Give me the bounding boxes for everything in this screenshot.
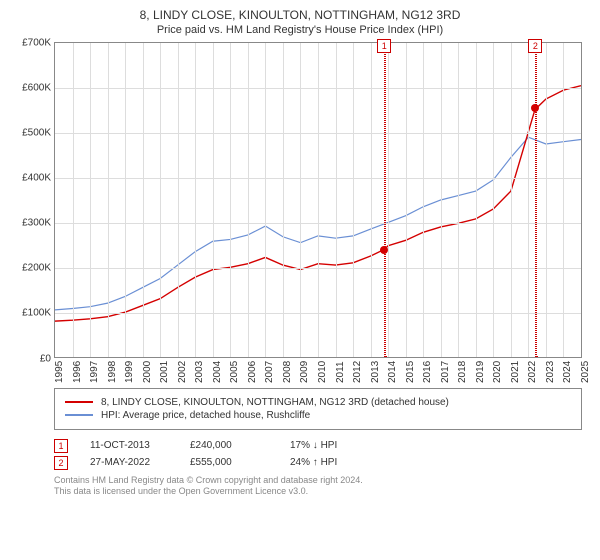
sales-delta: 17% ↓ HPI	[290, 440, 368, 451]
sales-date: 11-OCT-2013	[90, 440, 168, 451]
v-gridline	[143, 43, 144, 357]
v-gridline	[230, 43, 231, 357]
legend-swatch	[65, 414, 93, 416]
x-tick-label: 2010	[317, 360, 328, 382]
x-tick-label: 2023	[545, 360, 556, 382]
marker-label-box: 1	[377, 39, 391, 53]
v-gridline	[300, 43, 301, 357]
v-gridline	[73, 43, 74, 357]
x-tick-label: 2014	[387, 360, 398, 382]
marker-dot	[380, 246, 388, 254]
y-tick-label: £700K	[11, 37, 51, 48]
v-gridline	[511, 43, 512, 357]
sales-date: 27-MAY-2022	[90, 457, 168, 468]
v-gridline	[353, 43, 354, 357]
y-tick-label: £300K	[11, 218, 51, 229]
x-tick-label: 1997	[89, 360, 100, 382]
sales-table: 1 11-OCT-2013 £240,000 17% ↓ HPI 2 27-MAY-202…	[54, 436, 588, 473]
v-gridline	[423, 43, 424, 357]
footer: Contains HM Land Registry data © Crown c…	[54, 475, 588, 498]
x-tick-label: 2004	[212, 360, 223, 382]
y-tick-label: £600K	[11, 82, 51, 93]
y-tick-label: £500K	[11, 127, 51, 138]
x-tick-label: 2002	[177, 360, 188, 382]
legend-label: HPI: Average price, detached house, Rush…	[101, 410, 310, 421]
legend-label: 8, LINDY CLOSE, KINOULTON, NOTTINGHAM, N…	[101, 397, 449, 408]
v-gridline	[458, 43, 459, 357]
v-gridline	[178, 43, 179, 357]
x-tick-label: 1999	[124, 360, 135, 382]
x-tick-label: 2024	[562, 360, 573, 382]
chart-title: 8, LINDY CLOSE, KINOULTON, NOTTINGHAM, N…	[12, 8, 588, 24]
v-gridline	[160, 43, 161, 357]
x-tick-label: 2009	[299, 360, 310, 382]
legend: 8, LINDY CLOSE, KINOULTON, NOTTINGHAM, N…	[54, 388, 582, 430]
x-tick-label: 2019	[475, 360, 486, 382]
sales-row: 1 11-OCT-2013 £240,000 17% ↓ HPI	[54, 439, 588, 453]
x-tick-label: 1995	[54, 360, 65, 382]
v-gridline	[546, 43, 547, 357]
marker-refline	[384, 43, 386, 357]
x-tick-label: 2022	[527, 360, 538, 382]
v-gridline	[406, 43, 407, 357]
x-tick-label: 2003	[194, 360, 205, 382]
marker-label-box: 2	[528, 39, 542, 53]
chart-area: £0£100K£200K£300K£400K£500K£600K£700K12 …	[54, 42, 582, 382]
x-tick-label: 2001	[159, 360, 170, 382]
footer-line-2: This data is licensed under the Open Gov…	[54, 486, 588, 498]
v-gridline	[388, 43, 389, 357]
x-tick-label: 2025	[580, 360, 591, 382]
sales-delta: 24% ↑ HPI	[290, 457, 368, 468]
x-tick-label: 2011	[335, 361, 346, 383]
chart-subtitle: Price paid vs. HM Land Registry's House …	[12, 24, 588, 36]
v-gridline	[528, 43, 529, 357]
x-tick-label: 2008	[282, 360, 293, 382]
sales-price: £555,000	[190, 457, 268, 468]
x-tick-label: 2006	[247, 360, 258, 382]
legend-item: HPI: Average price, detached house, Rush…	[65, 410, 571, 421]
x-tick-label: 2016	[422, 360, 433, 382]
v-gridline	[195, 43, 196, 357]
footer-line-1: Contains HM Land Registry data © Crown c…	[54, 475, 588, 487]
y-tick-label: £400K	[11, 173, 51, 184]
v-gridline	[493, 43, 494, 357]
sales-marker-box: 2	[54, 456, 68, 470]
v-gridline	[371, 43, 372, 357]
v-gridline	[90, 43, 91, 357]
v-gridline	[336, 43, 337, 357]
x-tick-label: 1998	[107, 360, 118, 382]
x-tick-label: 2012	[352, 360, 363, 382]
v-gridline	[125, 43, 126, 357]
legend-item: 8, LINDY CLOSE, KINOULTON, NOTTINGHAM, N…	[65, 397, 571, 408]
v-gridline	[283, 43, 284, 357]
y-tick-label: £0	[11, 353, 51, 364]
x-tick-label: 2017	[440, 360, 451, 382]
x-tick-label: 2020	[492, 360, 503, 382]
v-gridline	[476, 43, 477, 357]
v-gridline	[213, 43, 214, 357]
x-tick-label: 2013	[370, 360, 381, 382]
v-gridline	[108, 43, 109, 357]
legend-swatch	[65, 401, 93, 403]
x-tick-label: 2000	[142, 360, 153, 382]
sales-marker-box: 1	[54, 439, 68, 453]
sales-row: 2 27-MAY-2022 £555,000 24% ↑ HPI	[54, 456, 588, 470]
v-gridline	[563, 43, 564, 357]
plot-frame: £0£100K£200K£300K£400K£500K£600K£700K12	[54, 42, 582, 358]
y-tick-label: £100K	[11, 308, 51, 319]
x-tick-label: 2015	[405, 360, 416, 382]
v-gridline	[248, 43, 249, 357]
v-gridline	[265, 43, 266, 357]
y-tick-label: £200K	[11, 263, 51, 274]
x-tick-label: 2007	[264, 360, 275, 382]
x-tick-label: 2005	[229, 360, 240, 382]
marker-refline	[535, 43, 537, 357]
marker-dot	[531, 104, 539, 112]
x-tick-label: 1996	[72, 360, 83, 382]
x-tick-label: 2018	[457, 360, 468, 382]
v-gridline	[318, 43, 319, 357]
x-tick-label: 2021	[510, 360, 521, 382]
v-gridline	[441, 43, 442, 357]
sales-price: £240,000	[190, 440, 268, 451]
